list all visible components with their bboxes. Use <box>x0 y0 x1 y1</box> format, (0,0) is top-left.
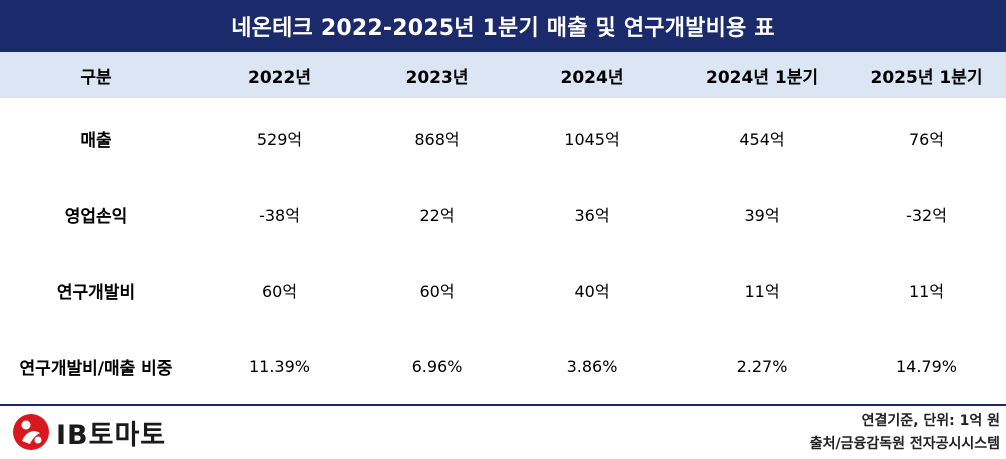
source-note: 출처/금융감독원 전자공시시스템 <box>809 436 1000 452</box>
unit-note: 연결기준, 단위: 1억 원 <box>861 413 1000 429</box>
header-category: 구분 <box>80 67 112 88</box>
cell-value: 36억 <box>574 206 610 225</box>
cell-value: 11.39% <box>248 356 310 376</box>
cell-value: 76억 <box>908 130 945 149</box>
cell-value: 2.27% <box>736 356 788 376</box>
row-label: 영업손익 <box>64 206 128 227</box>
cell-value: 6.96% <box>411 356 463 376</box>
logo-text: IB토마토 <box>56 419 167 451</box>
cell-value: 14.79% <box>895 356 957 376</box>
cell-value: -38억 <box>259 206 300 225</box>
cell-value: 868억 <box>414 130 460 149</box>
table-header-row: 구분 2022년 2023년 2024년 2024년 1분기 2025년 1분기 <box>0 52 1006 98</box>
cell-value: 22억 <box>419 206 455 225</box>
row-label: 매출 <box>80 130 112 151</box>
cell-value: 60억 <box>419 282 455 301</box>
cell-value: 3.86% <box>566 356 618 376</box>
cell-value: 454억 <box>739 130 785 149</box>
footer-divider <box>0 404 1006 406</box>
table-row: 영업손익 -38억 22억 36억 39억 -32억 <box>0 174 1006 254</box>
ib-tomato-logo: IB토마토 <box>12 410 166 454</box>
header-2024-q1: 2024년 1분기 <box>706 67 818 88</box>
tomato-logo-icon <box>13 414 49 450</box>
cell-value: 40억 <box>574 282 610 301</box>
table-row: 연구개발비 60억 60억 40억 11억 11억 <box>0 250 1006 330</box>
header-2024: 2024년 <box>560 67 624 88</box>
cell-value: 11억 <box>744 282 780 301</box>
row-label: 연구개발비/매출 비중 <box>19 358 173 379</box>
row-label: 연구개발비 <box>56 282 136 303</box>
cell-value: 529억 <box>256 130 303 149</box>
table-row: 연구개발비/매출 비중 11.39% 6.96% 3.86% 2.27% 14.… <box>0 326 1006 406</box>
cell-value: 1045억 <box>564 130 620 149</box>
table-row: 매출 529억 868억 1045억 454억 76억 <box>0 98 1006 178</box>
header-2022: 2022년 <box>248 67 311 88</box>
cell-value: 11억 <box>908 282 945 301</box>
table-title: 네온테크 2022-2025년 1분기 매출 및 연구개발비용 표 <box>0 0 1006 52</box>
header-2025-q1: 2025년 1분기 <box>870 67 983 88</box>
footer-notes: 연결기준, 단위: 1억 원 출처/금융감독원 전자공시시스템 <box>810 410 1000 456</box>
header-2023: 2023년 <box>405 67 469 88</box>
cell-value: 60억 <box>261 282 298 301</box>
cell-value: -32억 <box>906 206 947 225</box>
cell-value: 39억 <box>744 206 780 225</box>
